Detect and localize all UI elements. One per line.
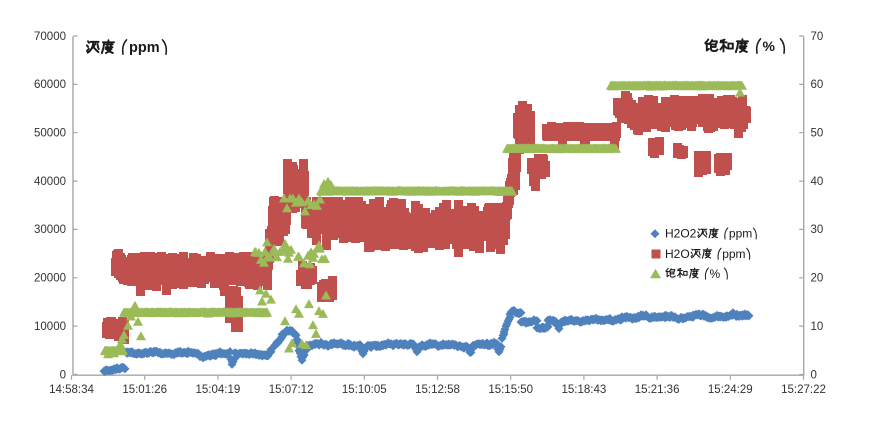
svg-text:15:10:05: 15:10:05 — [342, 384, 387, 396]
svg-text:15:21:36: 15:21:36 — [635, 384, 680, 396]
svg-text:10: 10 — [811, 321, 824, 333]
svg-text:0: 0 — [60, 369, 66, 381]
svg-text:15:24:29: 15:24:29 — [708, 384, 753, 396]
svg-text:ppm: ppm — [729, 227, 752, 241]
svg-text:50: 50 — [811, 128, 824, 140]
svg-text:14:58:34: 14:58:34 — [49, 384, 94, 396]
svg-text:H2O: H2O — [665, 247, 690, 261]
svg-text:15:18:43: 15:18:43 — [562, 384, 607, 396]
svg-text:H2O2: H2O2 — [665, 227, 697, 241]
svg-text:20000: 20000 — [34, 273, 66, 285]
svg-text:60: 60 — [811, 79, 824, 91]
svg-text:50000: 50000 — [34, 128, 66, 140]
svg-text:0: 0 — [811, 369, 817, 381]
svg-text:30000: 30000 — [34, 224, 66, 236]
svg-text:20: 20 — [811, 273, 824, 285]
svg-text:60000: 60000 — [34, 79, 66, 91]
svg-text:15:07:12: 15:07:12 — [269, 384, 314, 396]
svg-text:15:15:50: 15:15:50 — [488, 384, 533, 396]
svg-text:70000: 70000 — [34, 31, 66, 43]
svg-text:10000: 10000 — [34, 321, 66, 333]
svg-text:70: 70 — [811, 31, 824, 43]
svg-text:15:04:19: 15:04:19 — [196, 384, 241, 396]
svg-text:15:01:26: 15:01:26 — [122, 384, 167, 396]
svg-text:15:27:22: 15:27:22 — [781, 384, 826, 396]
svg-text:30: 30 — [811, 224, 824, 236]
svg-text:%: % — [710, 267, 721, 281]
svg-text:40: 40 — [811, 176, 824, 188]
svg-text:15:12:58: 15:12:58 — [415, 384, 460, 396]
svg-text:ppm: ppm — [129, 40, 160, 56]
svg-text:ppm: ppm — [722, 247, 745, 261]
svg-text:40000: 40000 — [34, 176, 66, 188]
svg-text:%: % — [763, 38, 776, 54]
